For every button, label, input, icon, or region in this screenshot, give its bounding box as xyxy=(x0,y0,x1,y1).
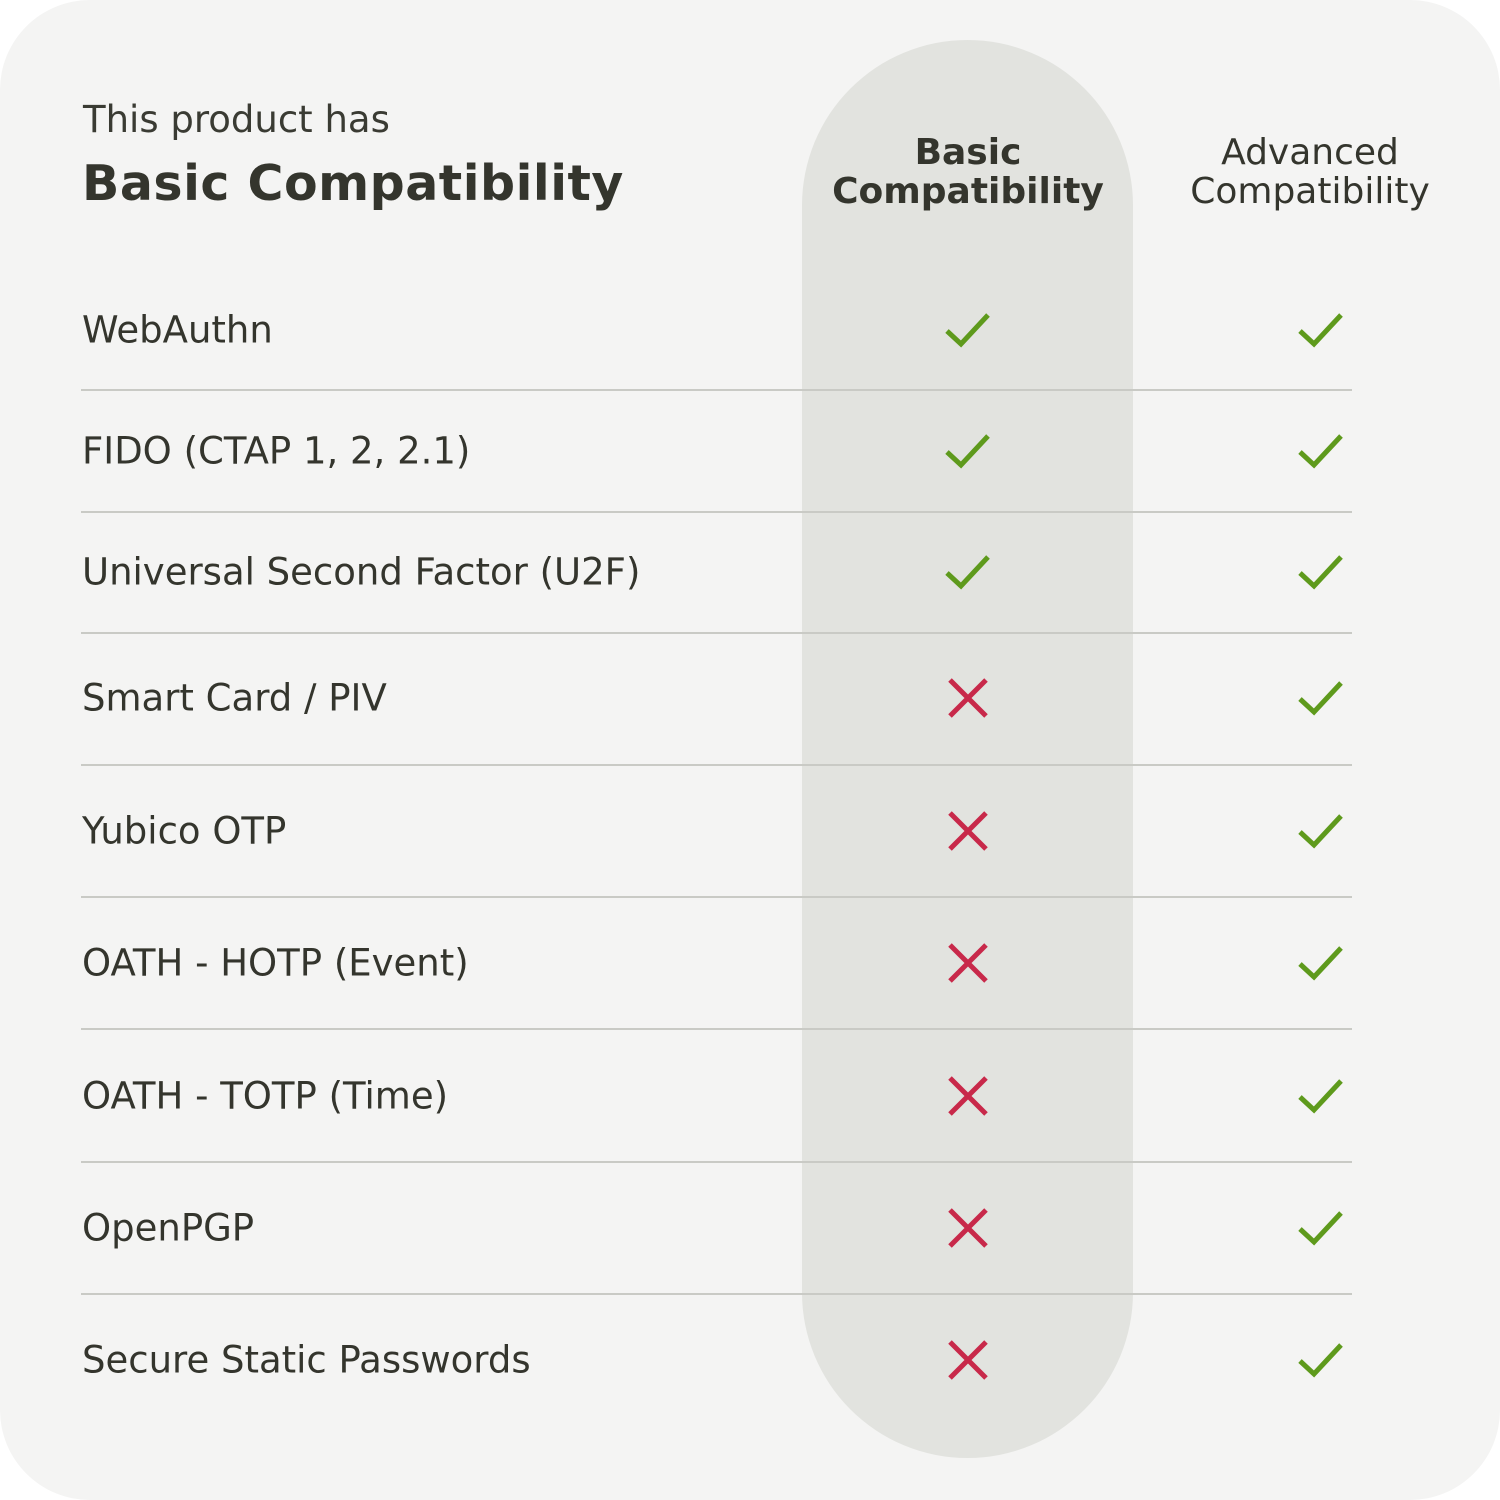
check-icon xyxy=(945,313,990,348)
row-divider xyxy=(81,1161,1352,1163)
cross-icon xyxy=(948,943,988,983)
row-divider xyxy=(81,1293,1352,1295)
cross-icon xyxy=(948,678,988,718)
column-header-line: Basic xyxy=(914,132,1022,173)
row-divider xyxy=(81,764,1352,766)
cross-icon xyxy=(948,1340,988,1380)
feature-label: Secure Static Passwords xyxy=(82,1338,531,1382)
column-header-line: Advanced xyxy=(1221,132,1399,173)
check-icon xyxy=(1298,946,1343,981)
intro-text: This product has xyxy=(83,98,390,141)
column-header-advanced: Advanced Compatibility xyxy=(1130,133,1490,211)
column-header-basic: Basic Compatibility xyxy=(788,133,1148,211)
check-icon xyxy=(1298,814,1343,849)
check-icon xyxy=(1298,1343,1343,1378)
check-icon xyxy=(1298,434,1343,469)
feature-label: OpenPGP xyxy=(82,1206,255,1250)
check-icon xyxy=(945,555,990,590)
basic-column-highlight xyxy=(802,40,1133,1458)
row-divider xyxy=(81,632,1352,634)
cross-icon xyxy=(948,1208,988,1248)
check-icon xyxy=(1298,1211,1343,1246)
feature-label: Universal Second Factor (U2F) xyxy=(82,550,641,594)
row-divider xyxy=(81,1028,1352,1030)
feature-label: WebAuthn xyxy=(82,308,273,352)
row-divider xyxy=(81,511,1352,513)
check-icon xyxy=(1298,555,1343,590)
row-divider xyxy=(81,896,1352,898)
check-icon xyxy=(945,434,990,469)
feature-label: Smart Card / PIV xyxy=(82,676,387,720)
column-header-line: Compatibility xyxy=(832,171,1104,212)
feature-label: OATH - TOTP (Time) xyxy=(82,1074,449,1118)
feature-label: Yubico OTP xyxy=(82,809,287,853)
cross-icon xyxy=(948,1076,988,1116)
page-title: Basic Compatibility xyxy=(82,155,624,212)
feature-label: OATH - HOTP (Event) xyxy=(82,941,469,985)
cross-icon xyxy=(948,811,988,851)
check-icon xyxy=(1298,1079,1343,1114)
check-icon xyxy=(1298,681,1343,716)
check-icon xyxy=(1298,313,1343,348)
row-divider xyxy=(81,389,1352,391)
feature-label: FIDO (CTAP 1, 2, 2.1) xyxy=(82,429,471,473)
column-header-line: Compatibility xyxy=(1190,171,1430,212)
